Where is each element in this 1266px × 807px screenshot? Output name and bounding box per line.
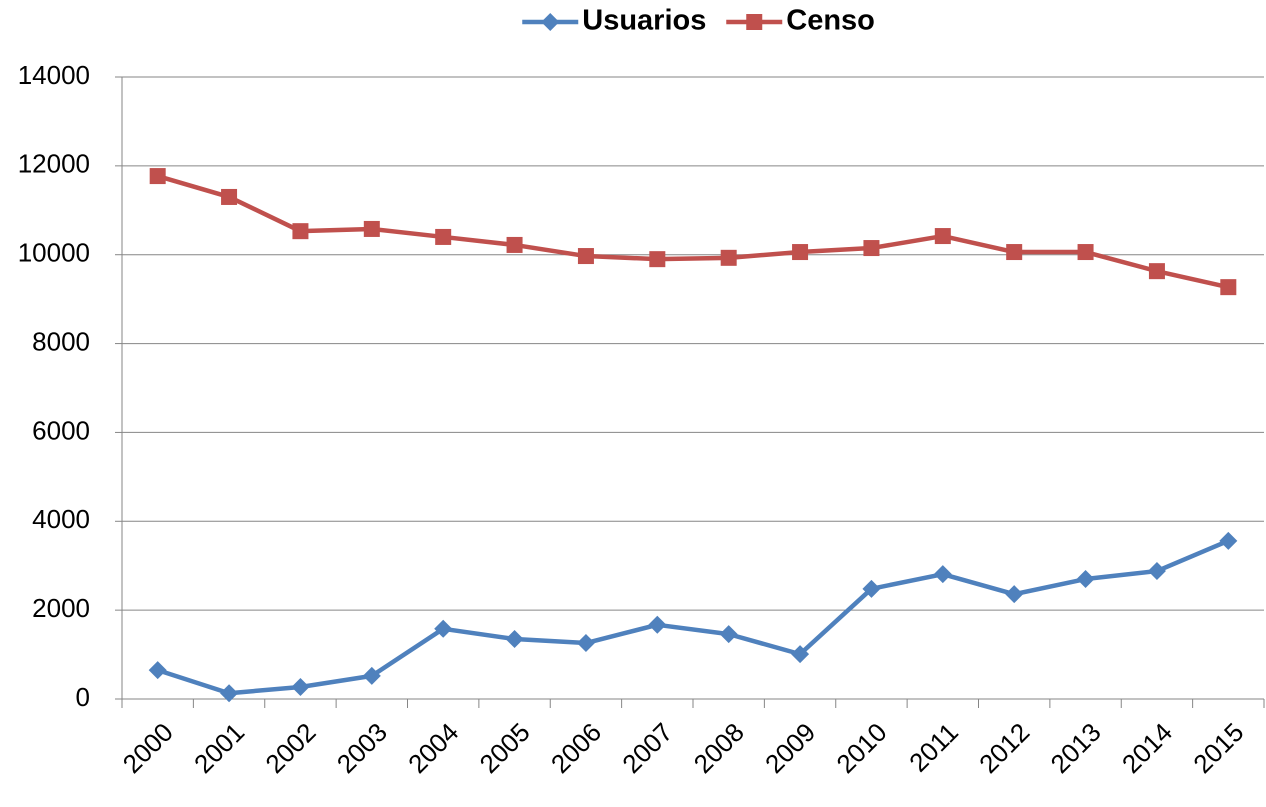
data-point [648, 615, 667, 634]
x-tick-label: 2013 [1045, 717, 1107, 779]
data-point [362, 666, 381, 685]
data-point [934, 228, 951, 245]
data-point [506, 236, 523, 253]
x-tick-label: 2000 [117, 717, 179, 779]
x-tick-label: 2014 [1116, 717, 1178, 779]
data-point [363, 220, 380, 237]
data-point [719, 625, 738, 644]
data-point [577, 248, 594, 265]
x-tick-label: 2001 [188, 717, 250, 779]
data-point [792, 244, 809, 261]
y-tick-label: 8000 [32, 326, 90, 356]
data-point [435, 228, 452, 245]
x-tick-label: 2003 [331, 717, 393, 779]
data-point [1076, 570, 1095, 589]
data-point [221, 188, 238, 205]
x-tick-label: 2006 [545, 717, 607, 779]
data-point [292, 223, 309, 240]
data-point [1148, 263, 1165, 280]
x-tick-label: 2002 [259, 717, 321, 779]
data-point [1006, 244, 1023, 261]
legend-label: Censo [786, 5, 875, 37]
x-tick-label: 2010 [830, 717, 892, 779]
y-tick-label: 0 [76, 682, 90, 712]
data-point [1220, 279, 1237, 296]
data-point [649, 251, 666, 268]
data-point [720, 249, 737, 266]
y-tick-label: 10000 [18, 238, 90, 268]
x-tick-label: 2004 [402, 717, 464, 779]
data-point [862, 579, 881, 598]
x-tick-label: 2007 [616, 717, 678, 779]
data-point [933, 565, 952, 584]
data-point [1147, 562, 1166, 581]
x-tick-label: 2011 [903, 717, 964, 778]
series-line [157, 173, 1229, 290]
data-point [434, 619, 453, 638]
y-tick-label: 6000 [32, 415, 90, 445]
legend-marker [541, 13, 560, 31]
data-point [291, 678, 310, 697]
y-tick-label: 4000 [32, 504, 90, 534]
data-point [791, 645, 810, 664]
data-point [576, 634, 595, 653]
x-tick-label: 2008 [688, 717, 750, 779]
legend-label: Usuarios [582, 5, 706, 37]
x-tick-label: 2015 [1187, 717, 1249, 779]
x-tick-label: 2009 [759, 717, 821, 779]
x-tick-label: 2005 [474, 717, 536, 779]
legend: Usuarios Censo [522, 5, 875, 37]
data-point [148, 661, 167, 680]
x-tick-label: 2012 [973, 717, 1035, 779]
data-point [1077, 244, 1094, 261]
y-tick-label: 2000 [32, 593, 90, 623]
data-point [505, 630, 524, 649]
data-point [149, 168, 166, 185]
data-point [220, 684, 239, 703]
series-line [156, 538, 1230, 696]
data-point [1219, 531, 1238, 550]
data-point [1005, 585, 1024, 604]
y-tick-label: 12000 [18, 149, 90, 179]
data-point [863, 240, 880, 257]
legend-marker [746, 14, 763, 30]
y-tick-label: 14000 [18, 60, 90, 90]
